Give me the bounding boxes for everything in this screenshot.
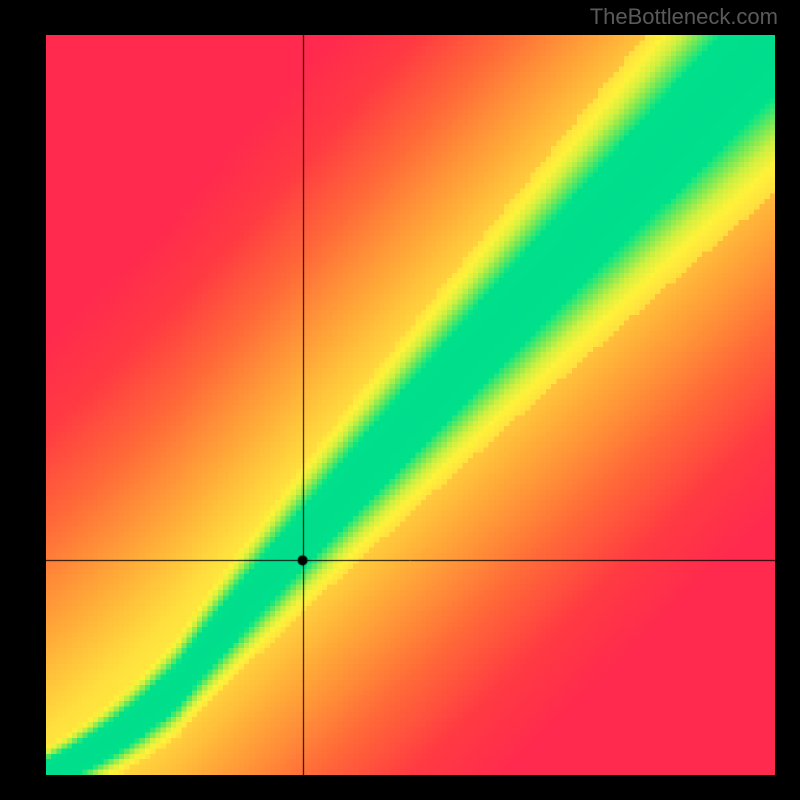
crosshair-overlay <box>46 35 775 775</box>
watermark-text: TheBottleneck.com <box>590 4 778 30</box>
